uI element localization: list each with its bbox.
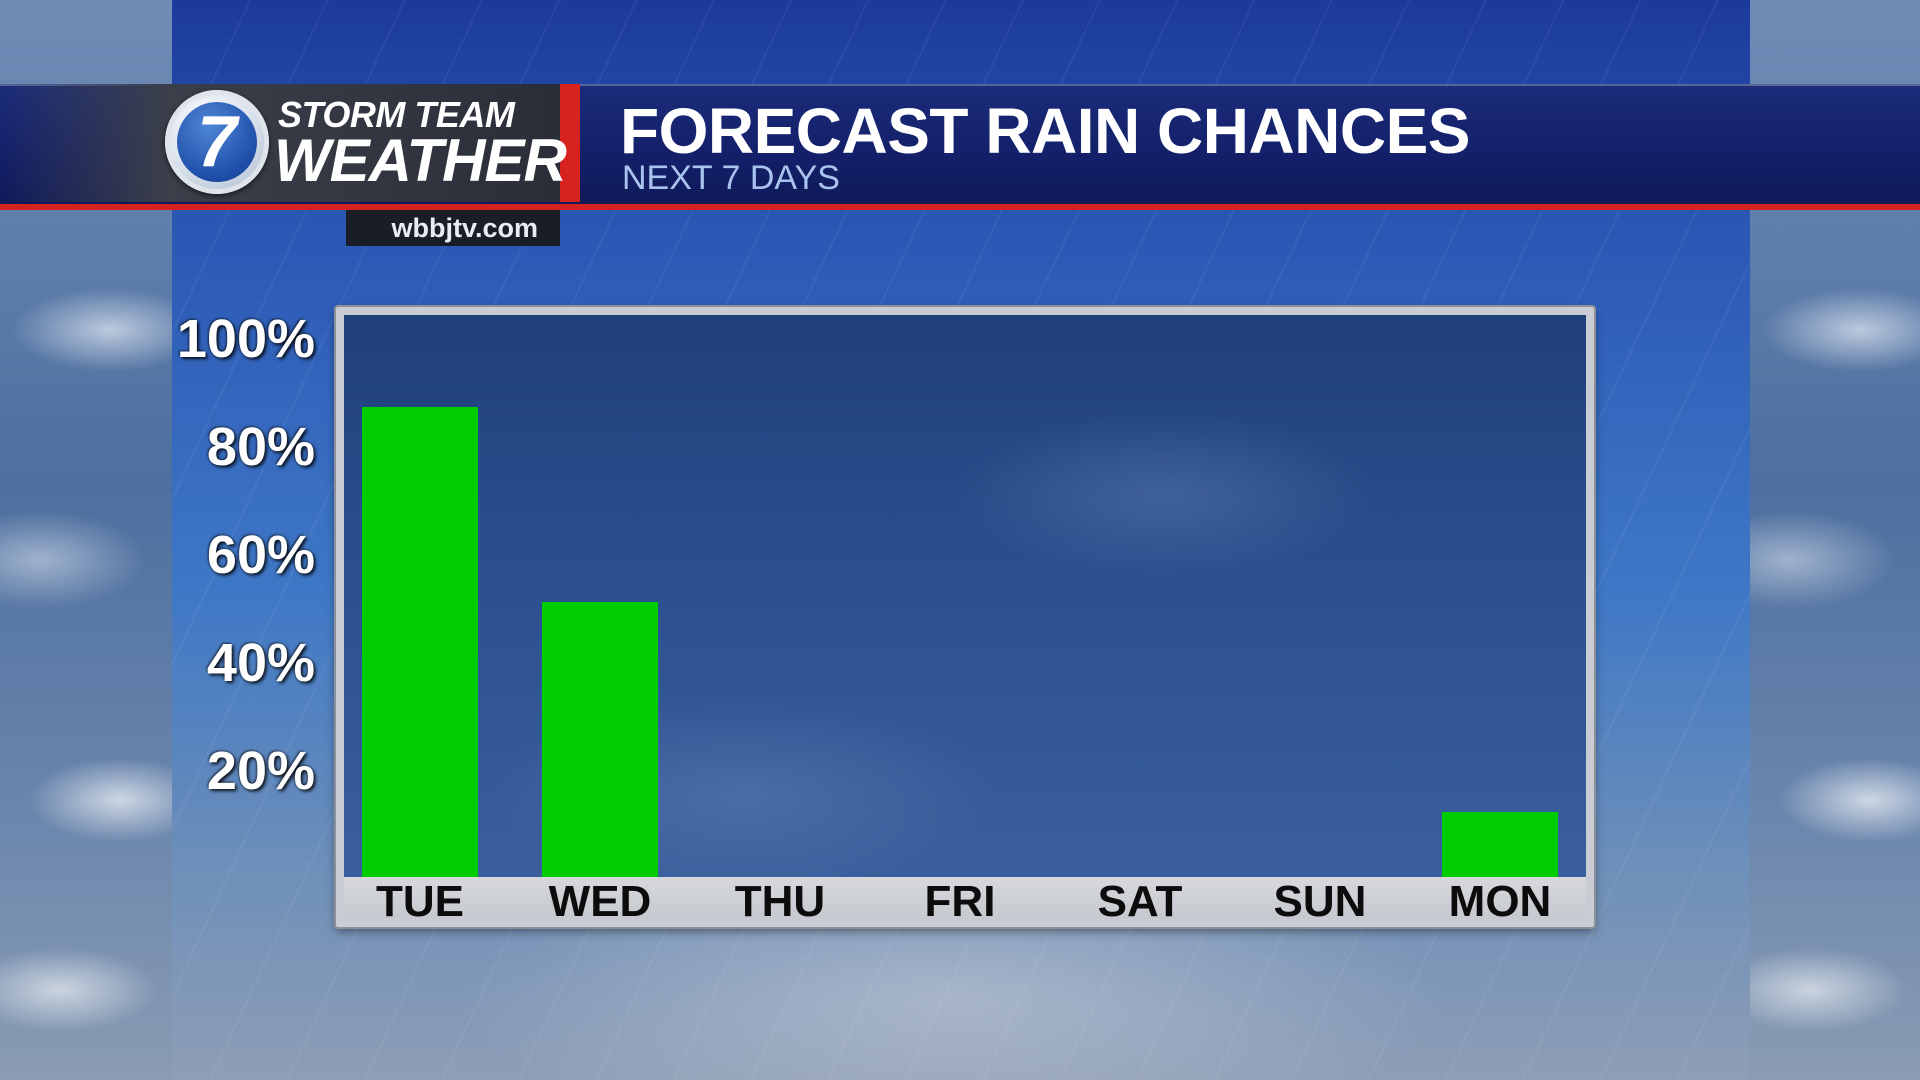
y-tick-label-20: 20%	[206, 741, 315, 801]
bar-wed	[542, 601, 658, 877]
logo-number: 7	[196, 102, 238, 182]
page-subtitle: NEXT 7 DAYS	[622, 159, 840, 197]
x-tick-label-thu: THU	[734, 877, 826, 926]
x-axis-bar	[344, 877, 1586, 919]
y-tick-label-60: 60%	[206, 525, 315, 585]
page-title: FORECAST RAIN CHANCES	[620, 95, 1470, 167]
bar-tue	[362, 407, 478, 877]
x-tick-label-sat: SAT	[1097, 877, 1183, 926]
x-tick-label-sun: SUN	[1273, 877, 1367, 926]
brand-bottom-text: WEATHER	[274, 127, 567, 194]
x-tick-label-mon: MON	[1448, 877, 1552, 926]
y-tick-label-80: 80%	[206, 417, 315, 477]
y-tick-label-40: 40%	[206, 633, 315, 693]
website-label: wbbjtv.com	[346, 210, 560, 246]
bar-mon	[1442, 812, 1558, 877]
brand-top-text: STORM TEAM	[278, 94, 515, 135]
logo-block	[0, 84, 560, 202]
x-tick-label-tue: TUE	[376, 877, 464, 926]
logo-red-divider	[560, 84, 580, 202]
x-tick-label-wed: WED	[548, 877, 652, 926]
logo-circle: 7	[177, 102, 257, 182]
y-tick-label-100: 100%	[176, 309, 315, 369]
website-text: wbbjtv.com	[391, 213, 538, 243]
header-red-stripe	[0, 204, 1920, 210]
channel-7-logo-icon: 7	[165, 90, 269, 194]
chart-frame	[336, 307, 1594, 927]
x-tick-label-fri: FRI	[924, 877, 996, 926]
